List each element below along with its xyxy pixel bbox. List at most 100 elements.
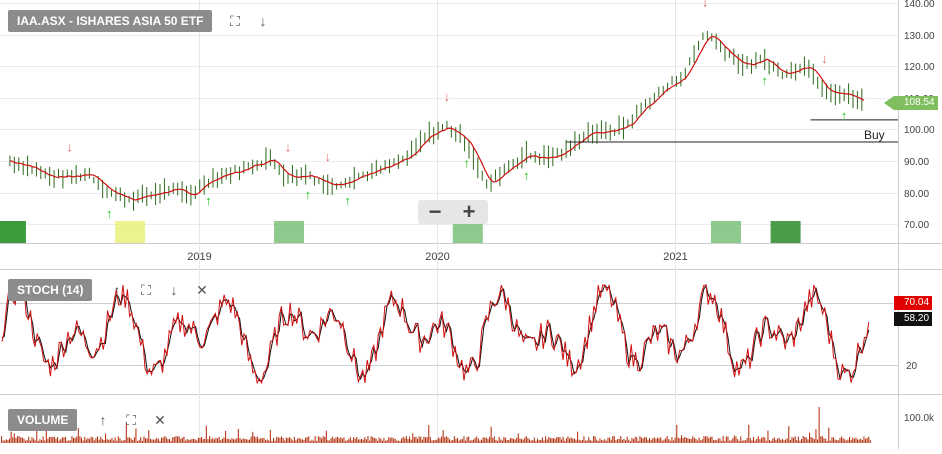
volume-bar (157, 438, 159, 443)
stoch-label: STOCH (14) (8, 279, 93, 301)
volume-bar (697, 440, 699, 443)
volume-bar (698, 437, 700, 443)
volume-bar (845, 440, 847, 443)
volume-bar (834, 439, 836, 443)
volume-bar (281, 436, 283, 443)
volume-bar (116, 440, 118, 443)
stoch-k-line (1, 284, 870, 385)
arrow-down-icon[interactable]: ↓ (259, 13, 267, 29)
volume-bar (476, 436, 478, 443)
volume-bar (362, 439, 364, 443)
volume-bar (652, 438, 654, 443)
stoch-close-icon[interactable]: ✕ (196, 282, 208, 298)
volume-bar (332, 436, 334, 443)
volume-bar (271, 440, 273, 443)
volume-bar (385, 440, 387, 443)
volume-bar (660, 437, 662, 443)
volume-bar (308, 436, 310, 443)
volume-bar (103, 440, 105, 443)
volume-bar (93, 440, 95, 443)
volume-bar (546, 439, 548, 443)
stoch-expand-icon[interactable]: ⛶ (141, 282, 151, 298)
volume-bar (95, 438, 97, 443)
volume-bar (549, 438, 551, 443)
volume-bar (501, 440, 503, 443)
volume-bar (658, 438, 660, 443)
volume-bar (37, 441, 39, 443)
stoch-k-tag: 70.04 (894, 296, 933, 310)
price-tick-label: 120.00 (904, 62, 935, 73)
volume-bar (642, 438, 644, 443)
volume-bar (143, 436, 145, 443)
volume-bar (441, 436, 443, 443)
expand-icon[interactable]: ⛶ (230, 13, 240, 29)
volume-bar (521, 438, 523, 443)
volume-bar (545, 436, 547, 443)
volume-bar (261, 438, 263, 443)
price-tick-label: 130.00 (904, 31, 935, 42)
volume-bar (805, 437, 807, 443)
volume-bar (340, 437, 342, 443)
volume-bar (181, 437, 183, 443)
volume-bar (436, 439, 438, 443)
volume-bar (215, 437, 217, 443)
volume-bar (55, 438, 57, 443)
volume-bar (828, 427, 830, 443)
volume-arrow-up-icon[interactable]: ↑ (99, 412, 107, 428)
volume-bar (625, 440, 627, 443)
volume-bar (138, 440, 140, 443)
volume-bar (364, 437, 366, 443)
volume-bar (818, 407, 820, 443)
volume-bar (133, 437, 135, 443)
volume-bar (335, 437, 337, 443)
volume-bar (213, 439, 215, 443)
zoom-in-button[interactable]: + (462, 199, 476, 224)
volume-bar (268, 440, 270, 443)
volume-bar (68, 440, 70, 443)
volume-bar (58, 440, 60, 443)
stoch-d-tag: 58.20 (894, 312, 933, 326)
volume-bar (71, 436, 73, 443)
volume-bar (761, 437, 763, 443)
volume-bar (245, 439, 247, 443)
volume-bar (178, 436, 180, 443)
volume-bar (220, 440, 222, 443)
volume-bar (345, 441, 347, 443)
volume-bar (97, 436, 99, 443)
stoch-arrow-down-icon[interactable]: ↓ (170, 282, 178, 298)
volume-bar (572, 438, 574, 443)
event-marker (770, 221, 801, 243)
volume-bar (719, 438, 721, 443)
zoom-out-button[interactable]: − (428, 199, 442, 224)
volume-bar (189, 439, 191, 443)
volume-bar (500, 439, 502, 443)
volume-bar (853, 438, 855, 443)
volume-bar (757, 436, 759, 443)
volume-bar (175, 436, 177, 443)
volume-bar (837, 440, 839, 443)
volume-bar (570, 437, 572, 443)
volume-bar (426, 437, 428, 443)
volume-expand-icon[interactable]: ⛶ (126, 412, 136, 428)
volume-bar (415, 436, 417, 443)
volume-bar (861, 440, 863, 443)
volume-bar (682, 437, 684, 443)
volume-bar (277, 437, 279, 443)
volume-bar (748, 424, 750, 443)
volume-bar (338, 438, 340, 443)
volume-bar (556, 437, 558, 443)
volume-bar (713, 440, 715, 443)
volume-bar (505, 437, 507, 443)
stoch-arrow-up-icon[interactable]: ↑ (113, 282, 121, 298)
price-tick-label: 140.00 (904, 0, 935, 10)
volume-close-icon[interactable]: ✕ (154, 412, 166, 428)
volume-bar (309, 440, 311, 443)
volume-bar (165, 437, 167, 443)
volume-bar (737, 439, 739, 443)
volume-bar (405, 436, 407, 443)
volume-bar (865, 438, 867, 443)
volume-bar (31, 437, 33, 443)
volume-bar (185, 440, 187, 443)
volume-bar (693, 437, 695, 443)
